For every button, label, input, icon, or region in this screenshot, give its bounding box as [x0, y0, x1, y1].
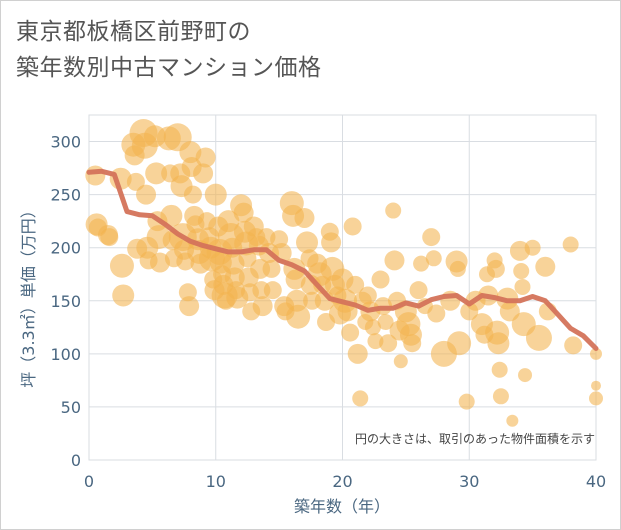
x-tick-label: 30: [459, 472, 479, 491]
data-bubble: [352, 390, 369, 407]
data-bubble: [263, 281, 282, 300]
data-bubble: [384, 250, 405, 271]
data-bubble: [109, 253, 134, 278]
y-tick-label: 0: [71, 451, 81, 470]
x-tick-labels: 0 10 20 30 40: [84, 472, 606, 491]
data-bubble: [449, 260, 466, 277]
data-bubble: [379, 334, 398, 353]
data-bubble: [564, 336, 583, 355]
title-line-1: 東京都板橋区前野町の: [16, 19, 251, 45]
data-bubble: [183, 185, 202, 204]
chart-title: 東京都板橋区前野町の 築年数別中古マンション価格: [16, 14, 322, 86]
x-tick-label: 20: [332, 472, 352, 491]
data-bubble: [343, 217, 362, 236]
data-bubble: [100, 228, 119, 247]
data-bubble: [403, 334, 422, 353]
data-bubble: [195, 147, 216, 168]
data-bubble: [112, 284, 135, 307]
data-bubble: [487, 332, 510, 355]
data-bubble: [518, 368, 533, 383]
y-tick-label: 150: [50, 292, 81, 311]
y-tick-labels: 0 50 100 150 200 250 300: [50, 133, 81, 470]
data-bubble: [285, 269, 306, 290]
data-bubble: [491, 361, 508, 378]
data-bubble: [341, 323, 360, 342]
data-bubble: [204, 183, 227, 206]
data-bubble: [486, 259, 505, 278]
data-bubble: [425, 250, 442, 267]
data-bubble: [179, 296, 200, 317]
data-bubble: [514, 278, 531, 295]
data-bubble: [145, 162, 168, 185]
data-bubble: [535, 256, 556, 277]
data-bubble: [346, 275, 365, 294]
data-bubble: [347, 343, 368, 364]
data-bubble: [296, 231, 319, 254]
y-tick-label: 50: [61, 398, 81, 417]
data-bubble: [591, 380, 601, 391]
y-tick-label: 200: [50, 239, 81, 258]
data-bubble: [525, 324, 552, 351]
data-bubble: [524, 239, 541, 256]
data-bubble: [385, 202, 402, 219]
data-bubble: [409, 281, 428, 300]
x-tick-label: 0: [84, 472, 94, 491]
data-bubble: [252, 296, 273, 317]
data-bubble: [321, 232, 342, 253]
data-bubble: [286, 304, 311, 329]
data-bubble: [427, 304, 446, 323]
bubbles-layer: [85, 119, 603, 427]
y-tick-label: 250: [50, 186, 81, 205]
data-bubble: [294, 207, 315, 228]
x-tick-label: 40: [586, 472, 606, 491]
data-bubble: [413, 255, 430, 272]
data-bubble: [193, 163, 214, 184]
data-bubble: [136, 184, 157, 205]
data-bubble: [513, 263, 530, 280]
data-bubble: [562, 236, 579, 253]
average-price-line: [86, 168, 599, 351]
y-tick-label: 100: [50, 345, 81, 364]
data-bubble: [160, 204, 183, 227]
data-bubble: [422, 228, 441, 247]
data-bubble: [458, 393, 475, 410]
data-bubble: [358, 286, 377, 305]
data-bubble: [371, 270, 390, 289]
data-bubble: [262, 259, 281, 278]
title-line-2: 築年数別中古マンション価格: [16, 55, 322, 81]
y-tick-label: 300: [50, 133, 81, 152]
data-bubble: [506, 414, 519, 427]
data-bubble: [233, 202, 254, 223]
data-bubble: [447, 331, 472, 356]
data-bubble: [492, 388, 509, 405]
data-bubble: [364, 319, 381, 336]
trend-layer: [86, 168, 599, 351]
x-tick-label: 10: [206, 472, 226, 491]
size-note: 円の大きさは、取引のあった物件面積を示す: [355, 431, 595, 446]
data-bubble: [85, 165, 106, 186]
data-bubble: [590, 347, 602, 360]
data-bubble: [589, 391, 603, 406]
y-axis-label: 坪（3.3㎡）単価（万円）: [19, 202, 38, 387]
data-bubble: [393, 354, 408, 369]
x-axis-label: 築年数（年）: [294, 497, 390, 516]
data-bubble: [377, 314, 394, 330]
